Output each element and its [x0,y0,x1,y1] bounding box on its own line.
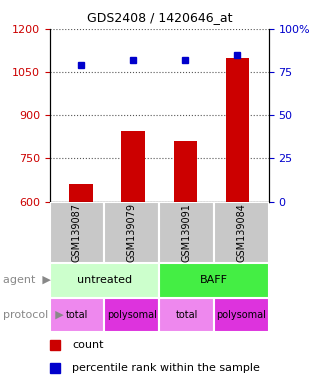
Text: polysomal: polysomal [216,310,266,320]
Bar [50,298,104,332]
Text: GDS2408 / 1420646_at: GDS2408 / 1420646_at [87,12,233,25]
Text: percentile rank within the sample: percentile rank within the sample [72,363,260,374]
Bar [159,298,214,332]
Text: GSM139084: GSM139084 [236,203,246,262]
Bar [50,202,104,263]
Text: protocol  ▶: protocol ▶ [3,310,64,320]
Bar [50,263,159,298]
Text: GSM139079: GSM139079 [127,203,137,262]
Text: polysomal: polysomal [107,310,157,320]
Bar [214,202,269,263]
Bar [104,298,159,332]
Text: GSM139087: GSM139087 [72,203,82,262]
Text: total: total [175,310,198,320]
Bar [173,141,197,202]
Bar [159,202,214,263]
Bar [226,58,249,202]
Text: untreated: untreated [77,275,132,285]
Text: agent  ▶: agent ▶ [3,275,51,285]
Text: total: total [66,310,88,320]
Bar [159,263,269,298]
Text: count: count [72,340,103,350]
Bar [214,298,269,332]
Bar [104,202,159,263]
Bar [121,131,145,202]
Text: BAFF: BAFF [200,275,228,285]
Text: GSM139091: GSM139091 [182,203,192,262]
Bar [69,184,93,202]
